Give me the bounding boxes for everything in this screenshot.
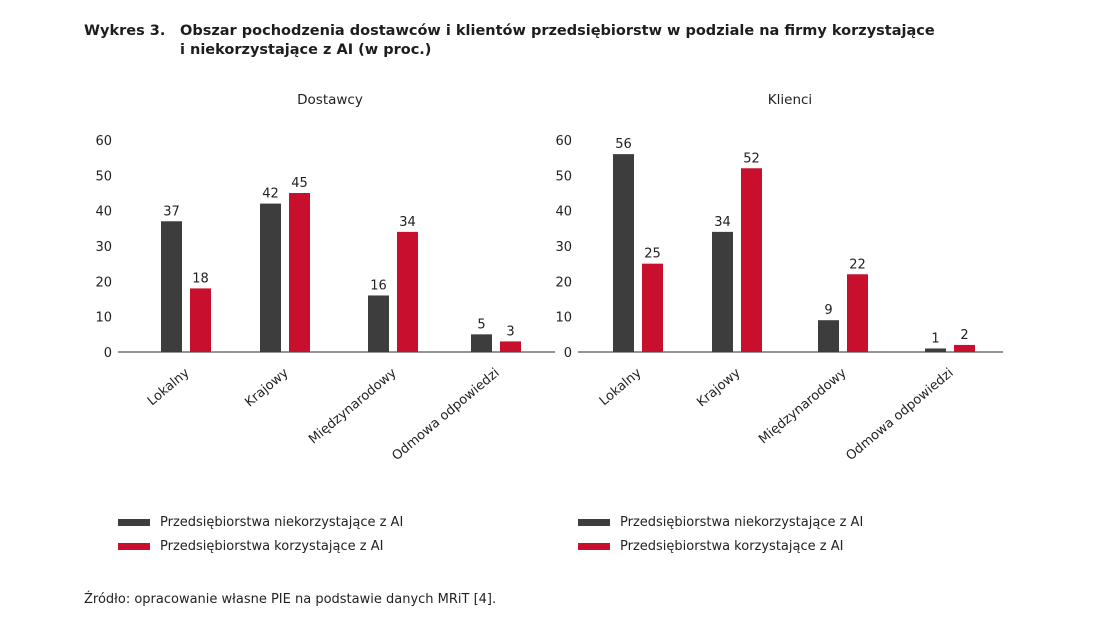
legend-item-ai: Przedsiębiorstwa korzystające z AI — [118, 534, 403, 558]
data-label: 1 — [931, 331, 939, 346]
y-tick-label: 60 — [95, 134, 112, 149]
y-tick-label: 20 — [95, 275, 112, 290]
x-category-label: Lokalny — [597, 365, 645, 409]
bar-ai — [289, 193, 310, 352]
data-label: 56 — [615, 137, 632, 152]
figure-title-line-1: Obszar pochodzenia dostawców i klientów … — [180, 23, 935, 39]
data-label: 45 — [291, 176, 308, 191]
bar-non-ai — [712, 231, 733, 352]
bar-ai — [642, 263, 663, 352]
bar-ai — [190, 288, 211, 352]
data-label: 9 — [824, 303, 832, 318]
data-label: 2 — [960, 328, 968, 343]
bar-non-ai — [368, 295, 389, 352]
bar-non-ai — [161, 221, 182, 352]
bar-ai — [500, 341, 521, 352]
x-category-label: Międzynarodowy — [306, 365, 400, 447]
y-tick-label: 0 — [564, 346, 572, 361]
legend-label-non-ai: Przedsiębiorstwa niekorzystające z AI — [160, 514, 404, 530]
data-label: 3 — [506, 324, 514, 339]
data-label: 25 — [644, 247, 661, 262]
y-tick-label: 40 — [95, 205, 112, 220]
legend-swatch-non-ai — [118, 518, 150, 526]
data-label: 37 — [163, 204, 180, 219]
legend-label-non-ai: Przedsiębiorstwa niekorzystające z AI — [620, 514, 864, 530]
x-category-label: Krajowy — [242, 365, 292, 410]
legend-swatch-non-ai — [578, 518, 610, 526]
y-tick-label: 0 — [104, 346, 112, 361]
bar-ai — [397, 231, 418, 352]
y-tick-label: 30 — [555, 240, 572, 255]
y-tick-label: 20 — [555, 275, 572, 290]
bar-non-ai — [818, 320, 839, 352]
figure-number: Wykres 3. — [84, 23, 166, 39]
figure-title: Wykres 3. Obszar pochodzenia dostawców i … — [84, 22, 1064, 60]
y-tick-label: 50 — [555, 169, 572, 184]
figure-title-line-2: i niekorzystające z AI (w proc.) — [180, 42, 432, 58]
y-tick-label: 10 — [555, 311, 572, 326]
y-tick-label: 50 — [95, 169, 112, 184]
x-category-label: Lokalny — [145, 365, 193, 409]
legend-item-non-ai: Przedsiębiorstwa niekorzystające z AI — [118, 510, 403, 534]
legend-swatch-ai — [578, 542, 610, 550]
bar-non-ai — [925, 348, 946, 352]
data-label: 22 — [849, 257, 866, 272]
x-category-label: Międzynarodowy — [756, 365, 850, 447]
chart-title-dostawcy: Dostawcy — [297, 92, 363, 108]
legend-item-non-ai: Przedsiębiorstwa niekorzystające z AI — [578, 510, 863, 534]
bar-ai — [741, 168, 762, 352]
data-label: 34 — [399, 215, 416, 230]
source-note: Źródło: opracowanie własne PIE na podsta… — [84, 592, 497, 607]
legend-label-ai: Przedsiębiorstwa korzystające z AI — [160, 538, 384, 554]
chart-title-klienci: Klienci — [768, 92, 812, 108]
bar-non-ai — [471, 334, 492, 352]
y-tick-label: 10 — [95, 311, 112, 326]
legend-dostawcy: Przedsiębiorstwa niekorzystające z AI Pr… — [118, 510, 403, 558]
bar-ai — [847, 274, 868, 352]
bar-non-ai — [260, 203, 281, 352]
legend-swatch-ai — [118, 542, 150, 550]
data-label: 18 — [192, 271, 209, 286]
data-label: 42 — [262, 187, 279, 202]
data-label: 52 — [743, 151, 760, 166]
data-label: 5 — [477, 317, 485, 332]
data-label: 34 — [714, 215, 731, 230]
y-tick-label: 60 — [555, 134, 572, 149]
x-category-label: Odmowa odpowiedzi — [389, 366, 502, 464]
bar-non-ai — [613, 154, 634, 352]
y-tick-label: 30 — [95, 240, 112, 255]
x-category-label: Krajowy — [694, 365, 744, 410]
legend-label-ai: Przedsiębiorstwa korzystające z AI — [620, 538, 844, 554]
x-category-label: Odmowa odpowiedzi — [843, 366, 956, 464]
bar-ai — [954, 344, 975, 352]
legend-klienci: Przedsiębiorstwa niekorzystające z AI Pr… — [578, 510, 863, 558]
legend-item-ai: Przedsiębiorstwa korzystające z AI — [578, 534, 863, 558]
data-label: 16 — [370, 278, 387, 293]
charts-canvas: Dostawcy01020304050603718Lokalny4245Kraj… — [95, 92, 1003, 464]
y-tick-label: 40 — [555, 205, 572, 220]
